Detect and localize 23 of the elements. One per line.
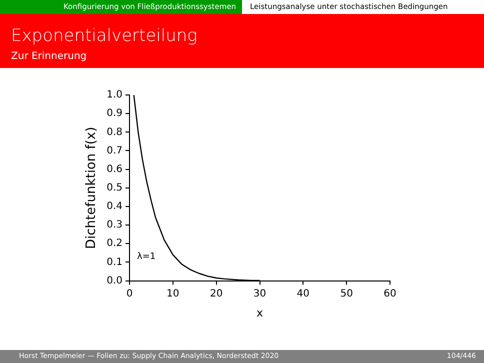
x-tick-label: 60	[384, 288, 396, 300]
y-tick-label: 0.9	[106, 108, 123, 120]
y-tick-label: 0.2	[106, 238, 123, 250]
text: Zur Erinnerung	[11, 51, 87, 62]
y-tick-label: 0.6	[106, 164, 123, 175]
x-axis-title: x	[256, 306, 264, 320]
x-tick-label: 20	[210, 288, 223, 300]
annotation: λ=1	[137, 252, 156, 262]
y-tick-label: 1.0	[106, 90, 123, 101]
y-tick-label: 0.0	[106, 275, 123, 286]
y-axis-title: Dichtefunktion f(x)	[84, 126, 100, 249]
x-tick-label: 30	[253, 288, 266, 300]
y-tick-label: 0.3	[106, 220, 123, 231]
x-tick-label: 10	[166, 288, 180, 300]
y-tick-label: 0.8	[106, 126, 123, 138]
y-tick-label: 0.7	[106, 145, 123, 156]
y-tick-label: 0.4	[106, 201, 123, 212]
y-tick-label: 0.5	[106, 182, 123, 194]
x-tick-label: 40	[296, 288, 310, 300]
x-tick-label: 50	[340, 288, 353, 300]
x-tick-label: 0	[126, 288, 133, 300]
chart-title: Exponentialverteilung	[11, 26, 198, 46]
y-tick-label: 0.1	[106, 256, 123, 268]
